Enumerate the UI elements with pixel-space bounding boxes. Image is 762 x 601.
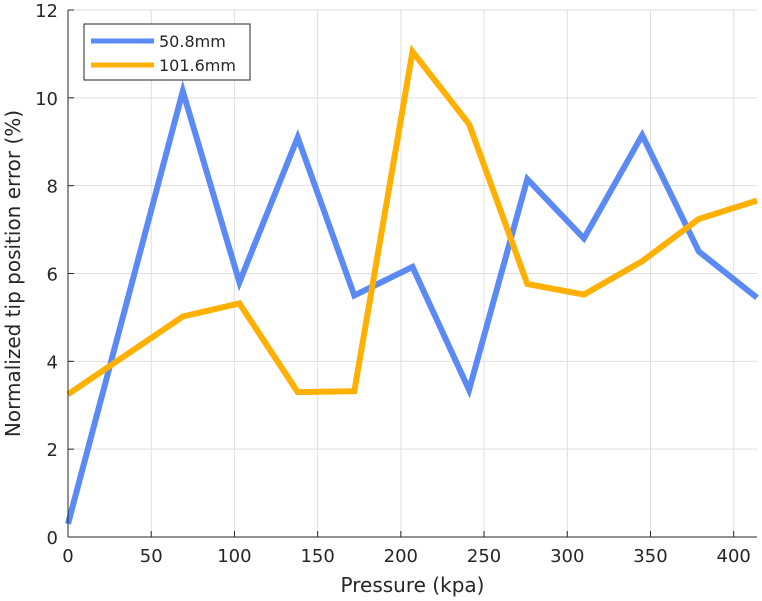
y-tick-label: 10 (35, 89, 58, 110)
legend: 50.8mm 101.6mm (83, 23, 251, 81)
series-line-101-6mm (66, 44, 758, 397)
y-tick-label: 4 (47, 352, 58, 373)
x-tick-label: 100 (217, 546, 251, 567)
series-line-50-8mm (65, 80, 759, 525)
x-tick-label: 50 (140, 546, 163, 567)
tick-labels: 0 50 100 150 200 250 300 350 400 0 2 4 6 8 10 12 (35, 1, 751, 567)
legend-label-101-6mm: 101.6mm (159, 56, 236, 75)
legend-box (83, 23, 251, 81)
x-tick-label: 400 (717, 546, 751, 567)
y-tick-label: 8 (47, 177, 58, 198)
y-tick-label: 12 (35, 1, 58, 22)
y-axis-label: Normalized tip position error (%) (1, 110, 25, 437)
x-tick-label: 150 (300, 546, 334, 567)
x-tick-label: 0 (62, 546, 73, 567)
y-tick-label: 2 (47, 440, 58, 461)
x-tick-label: 300 (550, 546, 584, 567)
legend-label-50-8mm: 50.8mm (159, 32, 226, 51)
x-tick-label: 350 (633, 546, 667, 567)
series-lines (65, 44, 759, 525)
x-tick-label: 250 (467, 546, 501, 567)
x-axis-label: Pressure (kpa) (341, 573, 485, 597)
y-tick-label: 6 (47, 265, 58, 286)
x-tick-label: 200 (384, 546, 418, 567)
y-tick-label: 0 (47, 528, 58, 549)
axes (67, 9, 757, 538)
